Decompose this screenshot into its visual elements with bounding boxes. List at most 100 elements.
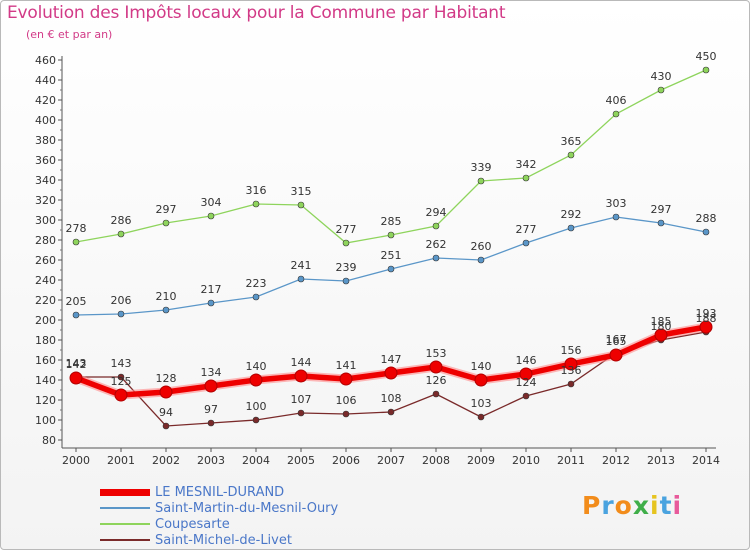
data-point [162, 422, 170, 430]
data-label: 239 [336, 261, 357, 274]
x-tick-label: 2011 [557, 454, 585, 467]
data-point [117, 373, 125, 381]
data-point [654, 328, 668, 342]
data-label: 286 [111, 214, 132, 227]
data-label: 185 [651, 315, 672, 328]
data-point [297, 201, 305, 209]
x-tick-label: 2001 [107, 454, 135, 467]
data-label: 262 [426, 238, 447, 251]
data-label: 167 [606, 333, 627, 346]
data-point [387, 231, 395, 239]
data-point [342, 277, 350, 285]
data-label: 147 [381, 353, 402, 366]
data-point [249, 373, 263, 387]
y-tick-label: 440 [35, 74, 56, 87]
data-point [657, 86, 665, 94]
data-point [519, 367, 533, 381]
y-tick-label: 360 [35, 154, 56, 167]
legend-label: Saint-Michel-de-Livet [155, 532, 292, 548]
data-label: 103 [471, 397, 492, 410]
data-label: 136 [561, 364, 582, 377]
data-label: 288 [696, 212, 717, 225]
data-label: 217 [201, 283, 222, 296]
data-label: 126 [426, 374, 447, 387]
x-tick-label: 2009 [467, 454, 495, 467]
data-point [117, 310, 125, 318]
data-label: 342 [516, 158, 537, 171]
data-point [342, 239, 350, 247]
data-point [567, 151, 575, 159]
y-tick-label: 400 [35, 114, 56, 127]
data-label: 297 [651, 203, 672, 216]
chart-title: Evolution des Impôts locaux pour la Comm… [7, 3, 506, 23]
data-point [297, 275, 305, 283]
data-point [252, 293, 260, 301]
data-label: 165 [606, 335, 627, 348]
legend-label: Coupesarte [155, 516, 230, 532]
x-tick-label: 2006 [332, 454, 360, 467]
y-tick-label: 380 [35, 134, 56, 147]
data-point [699, 320, 713, 334]
data-label: 278 [66, 222, 87, 235]
x-tick-label: 2003 [197, 454, 225, 467]
proxiti-logo: Proxiti [582, 491, 682, 520]
data-point [477, 256, 485, 264]
data-point [429, 360, 443, 374]
data-labels-layer: 205 206 210 217 223 241 239 251 262 260 277 292 303 2… [66, 50, 717, 419]
y-tick-label: 120 [35, 394, 56, 407]
data-label: 97 [204, 403, 218, 416]
data-point [117, 230, 125, 238]
y-tick-label: 100 [35, 414, 56, 427]
data-label: 315 [291, 185, 312, 198]
data-label: 144 [291, 356, 312, 369]
data-label: 241 [291, 259, 312, 272]
data-label: 277 [336, 223, 357, 236]
logo-letter: r [601, 491, 615, 520]
data-label: 146 [516, 354, 537, 367]
data-point [432, 222, 440, 230]
data-label: 143 [66, 357, 87, 370]
data-label: 94 [159, 406, 173, 419]
data-point [294, 369, 308, 383]
data-point [522, 392, 530, 400]
legend-swatch [100, 507, 150, 509]
series-1 [72, 213, 710, 319]
legend-item: LE MESNIL-DURAND [100, 484, 430, 500]
data-point [207, 299, 215, 307]
data-label: 303 [606, 197, 627, 210]
data-label: 210 [156, 290, 177, 303]
data-point [72, 311, 80, 319]
data-point [567, 224, 575, 232]
data-label: 316 [246, 184, 267, 197]
y-tick-label: 340 [35, 174, 56, 187]
data-label: 108 [381, 392, 402, 405]
data-label: 223 [246, 277, 267, 290]
logo-letter: t [659, 491, 673, 520]
logo-letter: i [672, 491, 683, 520]
y-tick-label: 140 [35, 374, 56, 387]
series-0 [69, 320, 713, 402]
data-point [162, 219, 170, 227]
y-tick-label: 180 [35, 334, 56, 347]
data-label: 450 [696, 50, 717, 63]
legend-swatch [100, 539, 150, 541]
data-point [207, 212, 215, 220]
data-point [72, 238, 80, 246]
data-point [432, 254, 440, 262]
data-label: 406 [606, 94, 627, 107]
data-point [297, 409, 305, 417]
legend-label: Saint-Martin-du-Mesnil-Oury [155, 500, 339, 516]
logo-letter: P [582, 491, 602, 520]
data-point [342, 410, 350, 418]
data-label: 180 [651, 320, 672, 333]
data-label: 124 [516, 376, 537, 389]
y-tick-label: 260 [35, 254, 56, 267]
data-point [474, 373, 488, 387]
data-point [564, 357, 578, 371]
y-tick-label: 320 [35, 194, 56, 207]
chart-legend: LE MESNIL-DURAND Saint-Martin-du-Mesnil-O… [100, 484, 430, 548]
data-label: 294 [426, 206, 447, 219]
data-label: 339 [471, 161, 492, 174]
legend-item: Saint-Michel-de-Livet [100, 532, 430, 548]
